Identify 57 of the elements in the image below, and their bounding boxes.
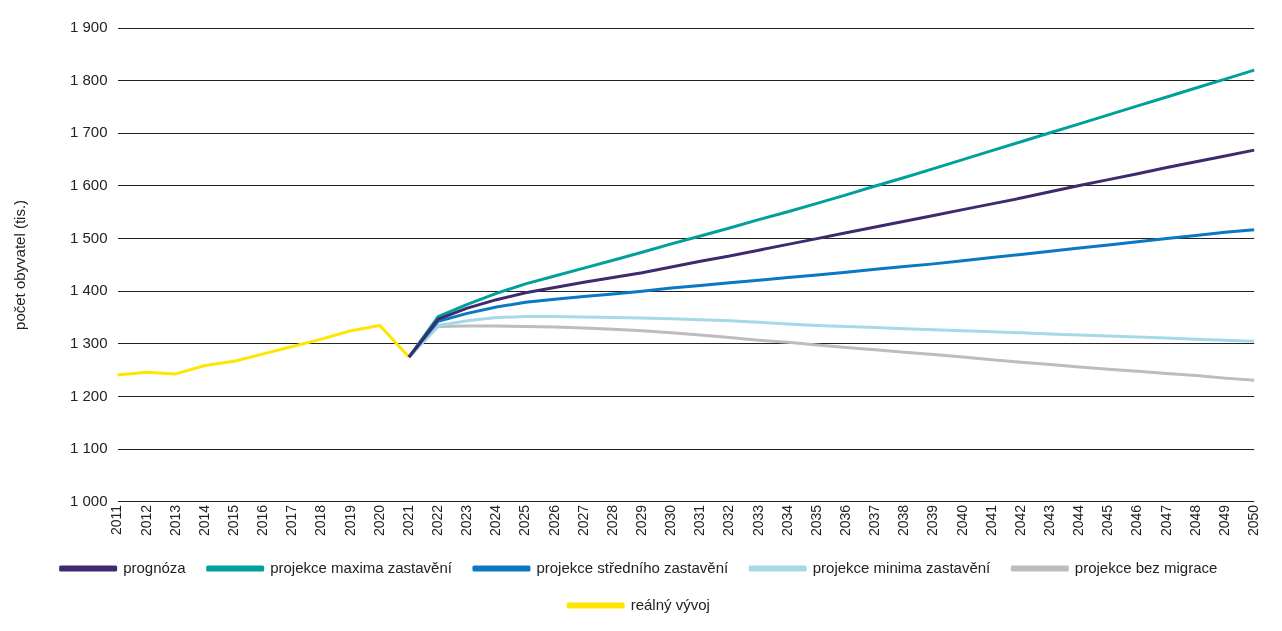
x-tick-label: 2019 [341,504,358,537]
y-tick-label: 1 700 [69,123,108,141]
x-tick-label: 2032 [720,504,737,537]
y-tick-label: 1 600 [69,176,108,194]
y-tick-label: 1 800 [69,70,108,88]
x-tick-label: 2030 [662,504,679,537]
y-tick-label: 1 100 [69,439,108,457]
x-tick-label: 2045 [1099,504,1116,537]
x-tick-label: 2031 [691,504,708,537]
y-tick-label: 1 500 [69,228,108,246]
x-tick-label: 2022 [428,504,445,537]
x-tick-label: 2024 [487,504,504,537]
x-tick-label: 2017 [283,504,300,537]
x-tick-label: 2025 [516,504,533,537]
x-tick-label: 2033 [749,504,766,537]
x-tick-label: 2046 [1128,504,1145,537]
legend-label: projekce bez migrace [1074,558,1218,576]
x-tick-label: 2023 [458,504,475,537]
x-tick-label: 2037 [866,504,883,537]
x-tick-label: 2011 [108,504,125,535]
x-tick-label: 2012 [137,504,154,537]
y-tick-label: 1 900 [69,18,108,36]
x-tick-label: 2050 [1245,504,1262,537]
x-tick-label: 2028 [603,504,620,537]
legend-label: projekce maxima zastavění [270,558,453,576]
x-tick-label: 2049 [1215,504,1232,537]
x-tick-label: 2015 [224,504,241,537]
y-tick-label: 1 000 [69,492,108,509]
x-tick-label: 2040 [953,504,970,537]
y-tick-label: 1 300 [69,334,108,352]
x-tick-label: 2016 [254,504,271,537]
x-tick-label: 2020 [370,504,387,537]
x-tick-label: 2018 [312,504,329,537]
x-tick-label: 2013 [166,504,183,537]
x-tick-label: 2027 [574,504,591,537]
x-tick-label: 2041 [982,504,999,537]
legend-label: prognóza [123,558,187,576]
x-tick-label: 2038 [895,504,912,537]
x-tick-label: 2029 [633,504,650,537]
y-tick-label: 1 400 [69,281,108,299]
legend-label: reálný vývoj [630,595,710,613]
x-tick-label: 2035 [807,504,824,537]
x-tick-label: 2026 [545,504,562,537]
legend-label: projekce minima zastavění [812,558,992,576]
x-tick-label: 2043 [1041,504,1058,537]
x-tick-label: 2034 [778,504,795,537]
x-tick-label: 2014 [195,504,212,537]
x-tick-label: 2036 [837,504,854,537]
x-tick-label: 2044 [1070,504,1087,537]
x-tick-label: 2021 [399,504,416,537]
x-tick-label: 2042 [1011,504,1028,537]
y-axis-title: počet obyvatel (tis.) [11,199,29,330]
x-tick-label: 2039 [924,504,941,537]
legend-label: projekce středního zastavění [536,558,730,576]
x-tick-label: 2048 [1186,504,1203,537]
y-tick-label: 1 200 [69,386,108,404]
x-tick-label: 2047 [1157,504,1174,537]
